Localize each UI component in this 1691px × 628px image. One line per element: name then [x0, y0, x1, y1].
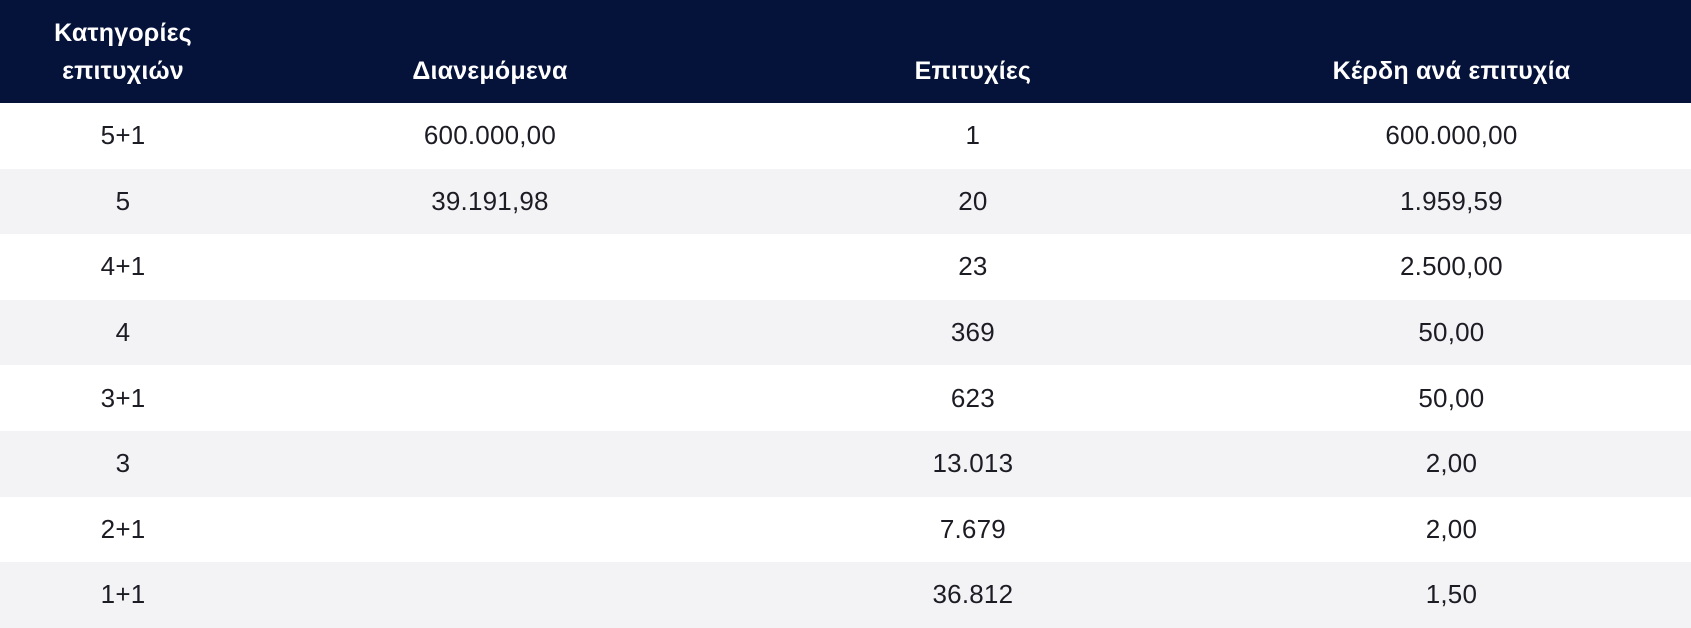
- header-prize-per-winner: Κέρδη ανά επιτυχία: [1332, 56, 1571, 85]
- cell-distributed: [246, 431, 734, 497]
- cell-prize-per-winner: 600.000,00: [1385, 120, 1518, 151]
- cell-winners: 20: [958, 185, 988, 216]
- cell-category: 5: [115, 185, 131, 216]
- table-row: 3 13.013 2,00: [0, 430, 1691, 497]
- cell-distributed: [246, 497, 734, 563]
- cell-category: 4: [115, 317, 131, 348]
- cell-category: 4+1: [100, 251, 146, 282]
- cell-winners: 23: [958, 251, 988, 282]
- cell-distributed: [246, 300, 734, 366]
- header-winners: Επιτυχίες: [914, 56, 1032, 85]
- header-distributed: Διανεμόμενα: [412, 56, 568, 85]
- table-row: 1+1 36.812 1,50: [0, 562, 1691, 628]
- table-row: 4 369 50,00: [0, 299, 1691, 366]
- cell-distributed: [246, 562, 734, 628]
- cell-prize-per-winner: 50,00: [1418, 382, 1485, 413]
- cell-winners: 1: [965, 120, 981, 151]
- cell-winners: 13.013: [932, 448, 1014, 479]
- cell-category: 5+1: [100, 120, 146, 151]
- cell-distributed: 39.191,98: [431, 185, 549, 216]
- cell-category: 2+1: [100, 513, 146, 544]
- cell-winners: 623: [950, 382, 995, 413]
- cell-category: 1+1: [100, 579, 146, 610]
- table-row: 4+1 23 2.500,00: [0, 234, 1691, 300]
- cell-category: 3: [115, 448, 131, 479]
- cell-distributed: 600.000,00: [423, 120, 557, 151]
- header-categories: Κατηγορίες επιτυχιών: [54, 19, 192, 85]
- table-row: 5+1 600.000,00 1 600.000,00: [0, 103, 1691, 169]
- cell-prize-per-winner: 2,00: [1425, 513, 1478, 544]
- cell-prize-per-winner: 1,50: [1425, 579, 1478, 610]
- cell-prize-per-winner: 1.959,59: [1400, 185, 1503, 216]
- cell-prize-per-winner: 2,00: [1425, 448, 1478, 479]
- cell-distributed: [246, 234, 734, 300]
- cell-winners: 369: [950, 317, 995, 348]
- cell-category: 3+1: [100, 382, 146, 413]
- table-row: 5 39.191,98 20 1.959,59: [0, 168, 1691, 235]
- cell-distributed: [246, 365, 734, 431]
- table-row: 2+1 7.679 2,00: [0, 496, 1691, 563]
- cell-winners: 7.679: [939, 513, 1006, 544]
- table-row: 3+1 623 50,00: [0, 365, 1691, 431]
- cell-winners: 36.812: [932, 579, 1014, 610]
- cell-prize-per-winner: 2.500,00: [1400, 251, 1503, 282]
- table-header-row: Κατηγορίες επιτυχιών Διανεμόμενα Επιτυχί…: [0, 0, 1691, 103]
- cell-prize-per-winner: 50,00: [1418, 317, 1485, 348]
